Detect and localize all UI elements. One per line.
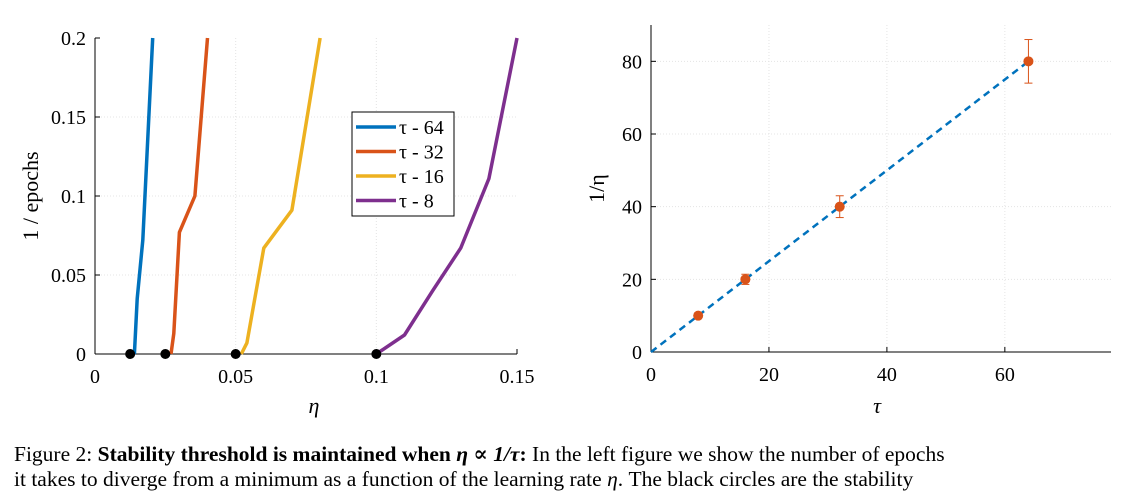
stability-threshold-point <box>371 349 382 359</box>
legend-label-1: τ - 32 <box>399 142 444 164</box>
x-axis-label: τ <box>873 393 882 418</box>
stability-threshold-point <box>160 349 171 359</box>
data-point-2 <box>834 201 845 212</box>
right-chart-inv-eta-vs-tau: 0 20 40 60 0 20 40 60 80 τ 1/η <box>584 25 1111 418</box>
x-axis-label: η <box>309 393 320 418</box>
caption-line-1: Figure 2: Stability threshold is maintai… <box>14 442 1118 467</box>
y-axis-label: 1 / epochs <box>18 151 43 240</box>
x-tick-label: 60 <box>995 364 1015 386</box>
stability-threshold-point <box>230 349 241 359</box>
x-tick-label: 40 <box>877 364 897 386</box>
caption-eta: η <box>607 467 618 491</box>
y-tick-label: 0.05 <box>51 265 86 287</box>
caption-line-2: it takes to diverge from a minimum as a … <box>14 467 914 491</box>
y-axis-label: 1/η <box>584 174 609 203</box>
series-line-2 <box>239 37 322 355</box>
y-tick-label: 40 <box>622 197 642 219</box>
y-tick-label: 80 <box>622 51 642 73</box>
x-tick-label: 0 <box>646 364 656 386</box>
y-tick-label: 0 <box>76 344 86 366</box>
x-tick-label: 0.05 <box>218 366 253 388</box>
y-tick-label: 60 <box>622 124 642 146</box>
fit-line <box>650 60 1030 353</box>
series-line-1 <box>169 37 210 355</box>
y-tick-label: 0.1 <box>61 186 86 208</box>
x-tick-label: 20 <box>759 364 779 386</box>
legend-box <box>351 111 455 217</box>
y-tick-label: 0.15 <box>51 107 86 129</box>
legend-label-2: τ - 16 <box>399 166 444 188</box>
x-tick-label: 0.15 <box>500 366 535 388</box>
y-tick-label: 20 <box>622 269 642 291</box>
y-tick-label: 0.2 <box>61 28 86 50</box>
caption-bold-title: Stability threshold is maintained when η… <box>97 442 527 466</box>
x-tick-label: 0.1 <box>364 366 389 388</box>
left-chart-epochs-vs-eta: 0 0.05 0.1 0.15 0 0.05 0.1 0.15 0.2 η 1 / epochs τ … <box>18 28 535 418</box>
data-point-3 <box>1023 56 1034 67</box>
stability-threshold-point <box>125 349 136 359</box>
y-tick-label: 0 <box>632 342 642 364</box>
data-point-0 <box>693 310 704 321</box>
x-tick-label: 0 <box>90 366 100 388</box>
legend-label-0: τ - 64 <box>399 117 444 139</box>
caption-math: η ∝ 1/τ <box>456 442 520 466</box>
legend-label-3: τ - 8 <box>399 191 434 213</box>
caption-text-1: In the left figure we show the number of… <box>526 442 945 466</box>
caption-label: Figure 2: <box>14 442 93 466</box>
series-line-0 <box>132 37 155 355</box>
figure-caption: Figure 2: Stability threshold is maintai… <box>14 442 1118 492</box>
data-point-1 <box>740 274 751 285</box>
series-line-3 <box>375 37 519 356</box>
